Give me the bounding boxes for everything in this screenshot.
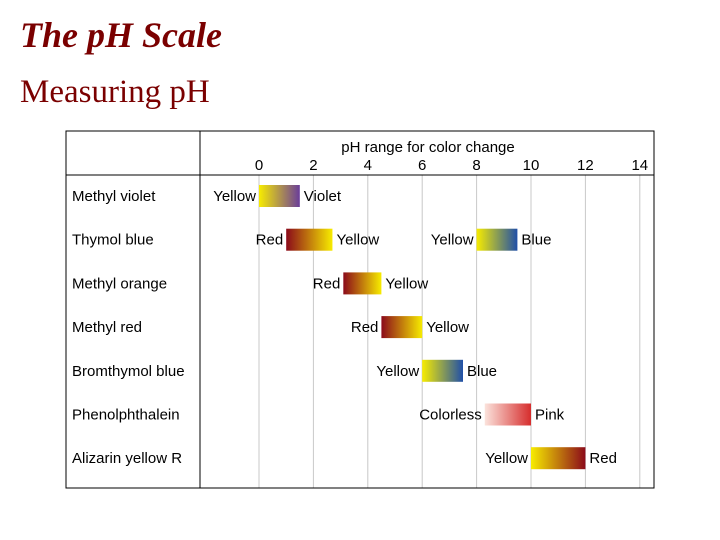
transition-bar (422, 359, 463, 382)
low-color-label: Red (256, 232, 284, 249)
high-color-label: Pink (535, 407, 565, 424)
transition-bar (286, 228, 333, 251)
x-tick-label: 10 (523, 157, 540, 174)
indicator-name: Methyl orange (72, 275, 167, 292)
low-color-label: Yellow (376, 363, 419, 380)
transition-bar (343, 272, 382, 295)
low-color-label: Colorless (419, 407, 482, 424)
x-tick-label: 2 (309, 157, 317, 174)
high-color-label: Violet (304, 188, 342, 205)
transition-bar (476, 228, 518, 251)
x-tick-label: 0 (255, 157, 263, 174)
x-tick-label: 12 (577, 157, 594, 174)
chart-border (65, 130, 655, 489)
transition-bar (381, 316, 423, 339)
indicator-name: Methyl red (72, 319, 142, 336)
x-tick-label: 8 (472, 157, 480, 174)
chart-title: pH range for color change (341, 139, 514, 156)
high-color-label: Blue (467, 363, 497, 380)
indicator-name: Alizarin yellow R (72, 450, 182, 467)
high-color-label: Red (589, 450, 617, 467)
indicator-name: Methyl violet (72, 188, 156, 205)
slide-subtitle: Measuring pH (20, 74, 210, 110)
slide-title: The pH Scale (20, 15, 222, 55)
x-tick-label: 14 (631, 157, 648, 174)
low-color-label: Yellow (431, 232, 474, 249)
low-color-label: Red (313, 275, 341, 292)
indicator-name: Bromthymol blue (72, 363, 185, 380)
transition-bar (259, 185, 300, 207)
transition-bar (484, 403, 531, 426)
low-color-label: Yellow (485, 450, 528, 467)
indicator-name: Thymol blue (72, 232, 154, 249)
low-color-label: Yellow (213, 188, 256, 205)
x-tick-label: 4 (364, 157, 372, 174)
high-color-label: Yellow (336, 232, 379, 249)
transition-bar (531, 447, 586, 470)
high-color-label: Blue (521, 232, 551, 249)
low-color-label: Red (351, 319, 379, 336)
high-color-label: Yellow (385, 275, 428, 292)
x-tick-label: 6 (418, 157, 426, 174)
indicator-name: Phenolphthalein (72, 407, 180, 424)
high-color-label: Yellow (426, 319, 469, 336)
